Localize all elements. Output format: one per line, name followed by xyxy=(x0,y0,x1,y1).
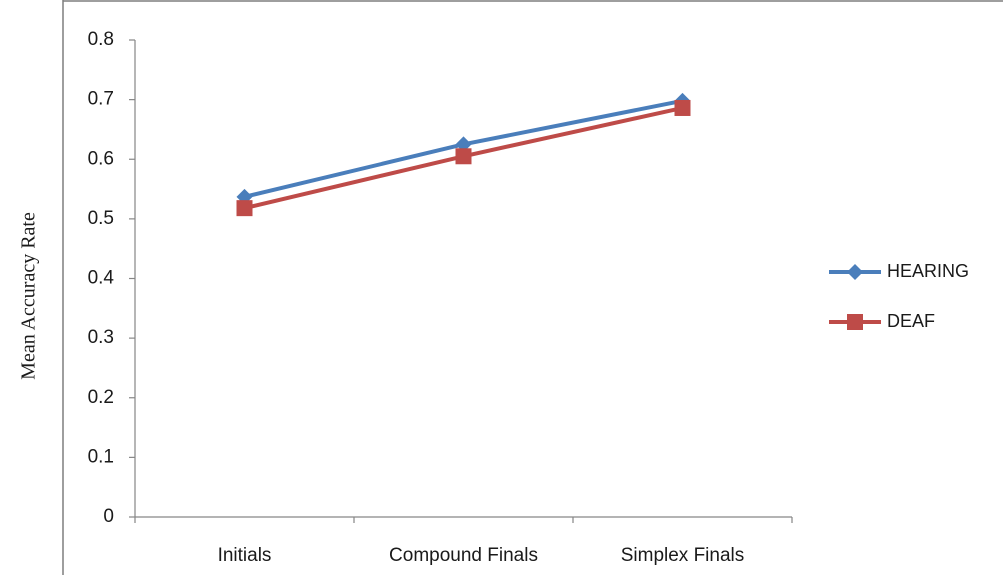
x-tick-label: Compound Finals xyxy=(389,545,538,566)
data-point-square xyxy=(674,99,691,116)
y-tick-label: 0.6 xyxy=(88,148,114,169)
legend-item: DEAF xyxy=(829,311,935,331)
legend-label: DEAF xyxy=(887,311,935,331)
y-tick-label: 0.1 xyxy=(88,446,114,467)
legend-marker-diamond xyxy=(847,264,863,280)
x-tick-label: Initials xyxy=(218,545,272,566)
y-axis-ticks: 0 0.1 0.2 0.3 0.4 0.5 0.6 0.7 0.8 xyxy=(88,29,135,527)
y-tick-label: 0.4 xyxy=(88,268,115,289)
y-tick-label: 0 xyxy=(103,506,114,527)
legend-marker-square xyxy=(847,314,863,330)
legend-label: HEARING xyxy=(887,261,969,281)
x-tick-label: Simplex Finals xyxy=(621,545,745,566)
y-tick-label: 0.2 xyxy=(88,387,114,408)
data-point-square xyxy=(455,148,472,165)
y-tick-label: 0.3 xyxy=(88,327,114,348)
y-tick-label: 0.7 xyxy=(88,89,114,110)
series-deaf xyxy=(236,99,691,217)
x-axis-ticks: Initials Compound Finals Simplex Finals xyxy=(134,517,793,566)
y-tick-label: 0.5 xyxy=(88,208,114,229)
legend: HEARING DEAF xyxy=(829,261,969,331)
series-layer xyxy=(236,92,691,217)
y-axis-label: Mean Accuracy Rate xyxy=(18,212,40,380)
data-point-square xyxy=(236,200,253,217)
y-tick-label: 0.8 xyxy=(88,29,114,50)
legend-item: HEARING xyxy=(829,261,969,281)
